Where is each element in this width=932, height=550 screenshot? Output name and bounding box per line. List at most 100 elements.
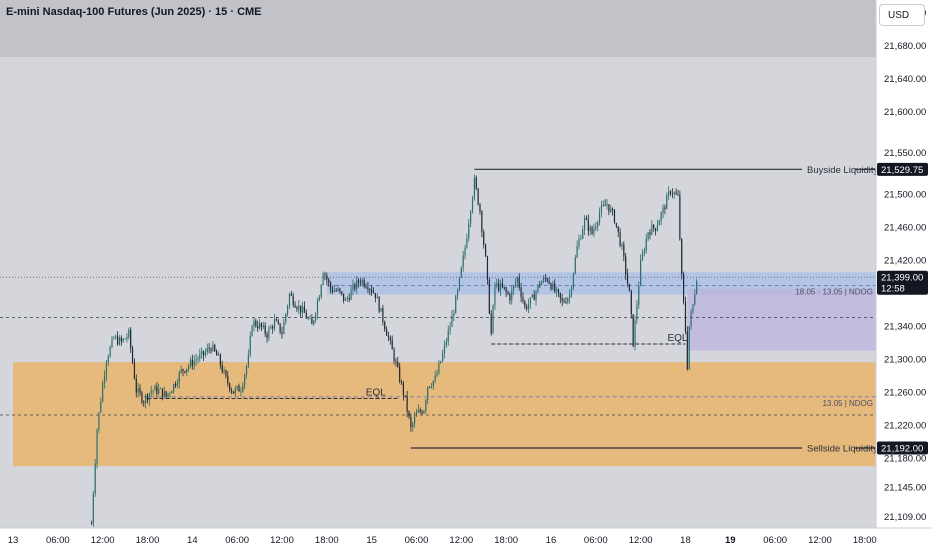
candle: [111, 336, 113, 349]
candle: [576, 240, 578, 259]
time-tick-label: 15: [366, 535, 377, 546]
candle: [225, 369, 227, 379]
candle: [329, 280, 332, 294]
zones-layer: [0, 0, 876, 467]
candle-body: [361, 280, 363, 283]
candle: [615, 222, 617, 229]
candle-body: [197, 358, 199, 360]
candle: [371, 285, 373, 296]
candle-body: [343, 293, 345, 301]
time-tick-label: 12:00: [449, 535, 473, 546]
candle: [692, 303, 694, 314]
candle: [675, 188, 677, 195]
candle: [189, 356, 192, 369]
candle: [533, 290, 535, 301]
candle: [402, 380, 405, 401]
candle: [191, 354, 193, 370]
candle-body: [555, 289, 558, 292]
candle-body: [161, 388, 164, 398]
candle: [247, 349, 249, 369]
time-tick-label: 18:00: [853, 535, 877, 546]
candle: [294, 301, 296, 309]
candle: [279, 322, 281, 335]
candle: [124, 338, 126, 340]
candle-body: [329, 282, 332, 290]
candle-body: [300, 305, 302, 313]
candle: [628, 283, 631, 292]
price-tick-label: 21,220.00: [884, 420, 926, 431]
candle-body: [455, 296, 457, 314]
candle: [501, 278, 504, 289]
candle-body: [688, 326, 690, 370]
candle-body: [449, 326, 451, 331]
candle-body: [247, 355, 249, 367]
candle: [234, 385, 236, 397]
liquidity-label: Sellside Liquidity: [807, 443, 878, 454]
candle: [634, 315, 636, 351]
candle-body: [473, 177, 475, 198]
candle: [565, 297, 567, 304]
candle-body: [656, 225, 659, 231]
candle: [262, 321, 264, 330]
candle: [268, 325, 270, 341]
candle: [169, 391, 171, 398]
candle: [559, 292, 561, 304]
candle-body: [111, 338, 113, 347]
candle: [238, 383, 240, 392]
candle: [649, 228, 651, 240]
candle: [102, 380, 104, 403]
candle: [356, 276, 358, 295]
liquidity-label: Buyside Liquidity: [807, 165, 879, 176]
candle: [92, 490, 94, 527]
candle-body: [159, 388, 162, 390]
candle: [490, 309, 492, 336]
candle: [273, 313, 276, 331]
candle-body: [322, 273, 324, 285]
candle-body: [447, 330, 449, 342]
candle-body: [90, 523, 93, 525]
candle: [421, 409, 423, 415]
candle: [410, 413, 412, 432]
candle-body: [494, 284, 496, 306]
candle: [90, 520, 93, 525]
candle-body: [641, 253, 644, 260]
candle-body: [309, 318, 311, 320]
candle: [427, 386, 429, 405]
candle-body: [552, 283, 554, 290]
candle: [139, 384, 141, 396]
candle-body: [182, 369, 184, 372]
candle: [641, 249, 644, 262]
candle: [531, 293, 533, 298]
candle: [550, 282, 552, 291]
candle: [583, 215, 586, 235]
candle-body: [490, 313, 492, 334]
candle: [260, 322, 263, 332]
candle: [610, 204, 612, 213]
candle-body: [408, 411, 410, 417]
candle-body: [320, 284, 322, 297]
currency-button[interactable]: USD: [879, 4, 925, 26]
candle-body: [589, 226, 591, 231]
candle-body: [176, 383, 178, 386]
labels-layer: EQL EQL 13.05 | NDOG 18.05 · 13.05 | NDOG Bu…: [366, 165, 879, 455]
candle-body: [518, 277, 520, 288]
candle: [589, 224, 591, 236]
candle: [180, 365, 182, 374]
candle-body: [210, 349, 212, 351]
price-tick-label: 21,550.00: [884, 148, 926, 159]
candle: [199, 348, 201, 362]
candle-body: [436, 373, 438, 377]
candle: [572, 272, 574, 291]
candle-body: [158, 388, 160, 394]
candle-body: [227, 376, 229, 384]
candle: [257, 320, 259, 332]
candle: [326, 272, 328, 285]
candle-body: [393, 349, 395, 362]
candle: [363, 277, 365, 289]
candle: [107, 354, 109, 366]
candle: [470, 209, 472, 228]
candle-body: [184, 371, 186, 373]
time-tick-label: 06:00: [46, 535, 70, 546]
candle: [694, 289, 696, 306]
